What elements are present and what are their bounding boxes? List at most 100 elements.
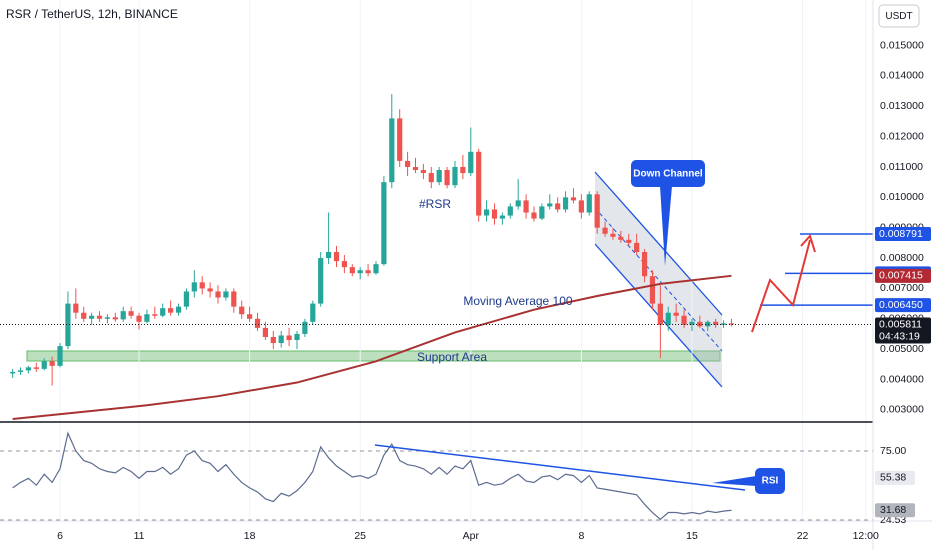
currency-label: USDT xyxy=(885,11,912,22)
candle-body xyxy=(452,166,458,186)
candle-body xyxy=(175,306,182,313)
x-tick-label: 22 xyxy=(797,530,809,542)
x-tick-label: 18 xyxy=(244,530,256,542)
candle-body xyxy=(294,333,300,341)
y-tick-label: 0.012000 xyxy=(880,130,924,142)
candle-body xyxy=(65,303,71,347)
candle-body xyxy=(618,236,624,240)
callout-pointer xyxy=(660,186,672,266)
countdown: 04:43:19 xyxy=(879,330,920,342)
candle-body xyxy=(491,209,498,219)
candle-body xyxy=(460,166,466,174)
candle-body xyxy=(183,291,190,307)
candle-body xyxy=(649,276,656,304)
rsi-note: RSI xyxy=(762,476,779,487)
candle-body xyxy=(468,151,474,174)
candle-body xyxy=(17,370,24,372)
price-tag xyxy=(875,298,931,313)
x-tick-label: 8 xyxy=(578,530,584,542)
projection-arrow xyxy=(751,239,811,333)
y-tick-label: 0.014000 xyxy=(880,70,924,82)
candle-body xyxy=(412,166,419,171)
candle-body xyxy=(152,314,158,316)
currency-button[interactable] xyxy=(878,4,920,28)
candle-body xyxy=(112,317,118,320)
channel-note: Down Channel xyxy=(633,169,703,180)
arrow-head xyxy=(800,234,816,253)
candle-body xyxy=(626,239,632,243)
candle-body xyxy=(89,315,95,319)
x-tick-label: 15 xyxy=(686,530,698,542)
channel-mid xyxy=(594,207,723,352)
price-tag-label: 0.007415 xyxy=(879,270,923,282)
candle-body xyxy=(199,282,205,289)
candle-body xyxy=(207,288,213,292)
y-tick-label: 0.015000 xyxy=(880,39,924,51)
candle-body xyxy=(223,291,229,298)
channel-line xyxy=(594,171,723,316)
candle-body xyxy=(278,335,284,344)
y2-tick-label: 75.00 xyxy=(880,445,906,457)
candle-body xyxy=(483,209,490,216)
candle-body xyxy=(641,251,648,277)
candle-body xyxy=(728,323,735,325)
candle-body xyxy=(247,314,253,319)
candle-body xyxy=(286,335,292,341)
candle-body xyxy=(96,315,103,319)
support-zone xyxy=(26,350,721,362)
rsi-trendline xyxy=(374,444,746,491)
candle-body xyxy=(128,311,134,316)
candle-body xyxy=(681,315,687,325)
candle-body xyxy=(41,361,47,369)
candle-body xyxy=(136,315,142,322)
ma-note: Moving Average 100 xyxy=(463,294,573,308)
y-tick-label: 0.011000 xyxy=(880,161,923,173)
x-tick-label: Apr xyxy=(463,530,480,542)
candle-body xyxy=(570,197,577,201)
candle-body xyxy=(476,151,482,216)
y-tick-label: 0.005000 xyxy=(880,343,924,355)
y-tick-label: 0.007000 xyxy=(880,282,924,294)
candle-body xyxy=(562,197,569,210)
y-tick-label: 0.003000 xyxy=(880,404,924,416)
candle-body xyxy=(104,317,111,319)
y-tick-label: 0.008000 xyxy=(880,252,924,264)
candle-body xyxy=(341,261,347,268)
candle-body xyxy=(547,203,553,207)
candle-body xyxy=(349,267,355,274)
candle-body xyxy=(531,212,537,219)
candle-body xyxy=(523,200,529,213)
candle-body xyxy=(168,308,174,313)
candle-body xyxy=(262,327,269,337)
candle-body xyxy=(657,303,663,325)
candle-body xyxy=(673,312,679,316)
candle-body xyxy=(381,182,387,265)
candle-body xyxy=(499,215,505,219)
x-tick-label: 25 xyxy=(354,530,366,542)
callout-pointer xyxy=(712,476,756,486)
price-tag-label: 0.006450 xyxy=(879,299,923,311)
candle-body xyxy=(310,303,316,322)
candle-body xyxy=(515,200,521,207)
candle-body xyxy=(270,336,276,344)
support-note: Support Area xyxy=(417,350,487,364)
chart-title: RSR / TetherUS, 12h, BINANCE xyxy=(6,7,178,21)
moving-average xyxy=(12,274,732,420)
candle-body xyxy=(191,282,197,292)
candle-body xyxy=(705,321,711,327)
candle-body xyxy=(144,314,150,322)
candle-body xyxy=(239,306,245,315)
candle-body xyxy=(33,367,39,369)
callout-box xyxy=(631,160,705,187)
candle-body xyxy=(665,312,671,325)
candle-body xyxy=(539,206,545,219)
candle-body xyxy=(436,170,442,183)
candle-body xyxy=(302,321,308,334)
candle-body xyxy=(578,200,584,213)
candle-body xyxy=(318,258,324,304)
candle-body xyxy=(333,251,340,262)
candle-body xyxy=(586,194,592,213)
candle-body xyxy=(507,206,513,216)
price-tag xyxy=(875,317,931,344)
